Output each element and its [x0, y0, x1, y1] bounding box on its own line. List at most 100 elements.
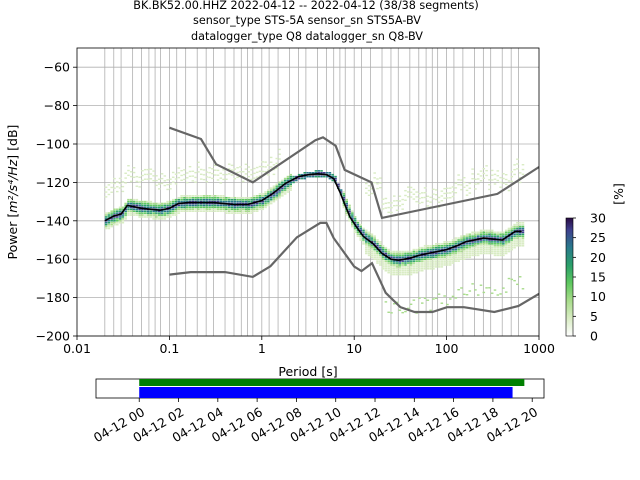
heat-cell: [429, 262, 432, 264]
heat-cell: [398, 266, 402, 268]
heat-cell: [258, 198, 262, 201]
heat-cell: [216, 179, 220, 181]
heat-cell: [160, 210, 164, 212]
heat-cell: [320, 170, 323, 172]
heat-cell: [406, 264, 410, 266]
heat-cell: [398, 252, 402, 255]
heat-cell: [286, 179, 290, 182]
heat-cell: [241, 198, 245, 201]
heat-cell: [518, 229, 522, 232]
heat-cell: [124, 214, 127, 216]
heat-cell: [409, 254, 413, 257]
heat-cell: [146, 200, 150, 203]
heat-cell: [521, 231, 525, 234]
heat-cell: [465, 250, 469, 253]
heat-cell: [496, 243, 500, 245]
heat-cell: [516, 244, 519, 247]
heat-cell: [365, 243, 368, 245]
heat-cell: [412, 269, 416, 272]
heat-cell: [199, 204, 203, 207]
heat-cell: [236, 171, 239, 174]
heat-cell: [107, 220, 111, 222]
heat-cell: [420, 252, 424, 255]
heat-cell: [267, 204, 270, 207]
heat-cell: [502, 235, 505, 237]
heat-cell: [334, 177, 337, 180]
heat-cell: [448, 197, 452, 199]
heat-cell: [138, 212, 141, 214]
heat-cell: [314, 172, 318, 174]
heat-cell: [258, 193, 262, 195]
heat-cell: [202, 195, 206, 197]
heat-cell: [141, 210, 144, 212]
heat-cell: [418, 256, 421, 259]
heat-cell: [351, 212, 354, 214]
heat-cell: [233, 204, 237, 207]
heat-cell: [448, 298, 452, 300]
heat-cell: [160, 218, 164, 220]
heat-cell: [267, 164, 270, 166]
heat-cell: [351, 223, 354, 226]
heat-cell: [412, 268, 416, 270]
heat-cell: [468, 235, 472, 237]
heat-cell: [398, 250, 402, 253]
heat-cell: [384, 248, 388, 251]
heat-cell: [110, 218, 113, 220]
heat-cell: [219, 182, 223, 184]
heat-cell: [253, 177, 256, 179]
heat-cell: [253, 198, 256, 201]
heat-cell: [437, 246, 441, 249]
heat-cell: [504, 250, 508, 253]
heat-cell: [227, 212, 231, 214]
heat-cell: [462, 248, 466, 251]
heat-cell: [219, 204, 223, 207]
heat-cell: [423, 191, 427, 194]
heat-cell: [116, 181, 119, 183]
heat-cell: [132, 200, 136, 203]
heat-cell: [188, 204, 192, 207]
heat-cell: [169, 212, 172, 214]
heat-cell: [415, 260, 418, 262]
heat-cell: [471, 241, 474, 243]
heat-cell: [225, 198, 228, 201]
heat-cell: [446, 244, 449, 247]
heat-cell: [211, 206, 214, 209]
heat-cell: [205, 181, 209, 183]
heat-cell: [367, 237, 371, 239]
heat-cell: [446, 243, 449, 245]
heat-cell: [479, 235, 483, 237]
heat-cell: [202, 169, 206, 171]
heat-cell: [460, 239, 463, 241]
heat-cell: [197, 208, 200, 211]
heat-cell: [253, 196, 256, 199]
heat-cell: [230, 164, 234, 167]
heat-cell: [504, 291, 508, 293]
heat-cell: [379, 177, 382, 179]
heat-cell: [493, 246, 497, 249]
y-tick-label: −180: [36, 290, 70, 305]
heat-cell: [169, 178, 172, 180]
heat-cell: [180, 169, 183, 172]
heat-cell: [155, 216, 158, 218]
heat-cell: [510, 248, 514, 251]
heat-cell: [415, 268, 418, 270]
heat-cell: [289, 187, 293, 189]
heat-cell: [104, 218, 108, 220]
heat-cell: [499, 246, 502, 249]
heat-cell: [415, 256, 418, 259]
heat-cell: [213, 198, 217, 201]
colorbar: [565, 217, 574, 337]
heat-cell: [440, 252, 444, 255]
heat-cell: [362, 227, 365, 230]
heat-cell: [507, 239, 511, 241]
heat-cell: [423, 244, 427, 247]
heat-cell: [479, 246, 483, 249]
heat-cell: [253, 210, 256, 212]
heat-cell: [479, 250, 483, 253]
heat-cell: [191, 180, 195, 182]
heat-cell: [188, 210, 192, 212]
heat-cell: [426, 258, 430, 260]
heat-cell: [216, 196, 220, 199]
heat-cell: [434, 243, 438, 245]
heat-cell: [135, 210, 139, 212]
